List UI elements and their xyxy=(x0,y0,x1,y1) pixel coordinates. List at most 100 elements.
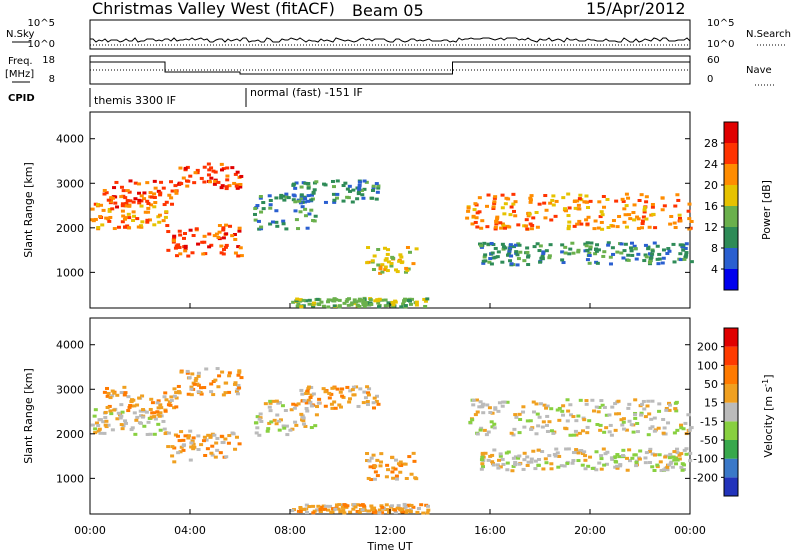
echo-cell xyxy=(213,378,218,382)
echo-cell xyxy=(525,246,530,250)
echo-cell xyxy=(490,251,495,255)
echo-cell xyxy=(225,178,230,182)
echo-cell xyxy=(407,509,412,513)
echo-cell xyxy=(140,415,145,419)
echo-cell xyxy=(259,210,264,214)
echo-cell xyxy=(207,168,212,172)
echo-cell xyxy=(583,454,588,458)
echo-cell xyxy=(501,224,506,228)
echo-cell xyxy=(224,223,229,227)
echo-cell xyxy=(268,203,273,207)
echo-cell xyxy=(176,243,181,247)
echo-cell xyxy=(426,504,431,508)
echo-cell xyxy=(121,214,126,218)
echo-cell xyxy=(386,301,391,305)
echo-cell xyxy=(649,417,654,421)
echo-cell xyxy=(148,191,153,195)
echo-cell xyxy=(621,417,626,421)
echo-cell xyxy=(626,253,631,257)
cpid-mode-2: normal (fast) -151 IF xyxy=(250,86,363,99)
echo-cell xyxy=(601,194,606,198)
freq-tick-bottom: 8 xyxy=(49,74,55,85)
echo-cell xyxy=(329,392,334,396)
echo-cell xyxy=(369,504,374,508)
echo-cell xyxy=(565,398,570,402)
echo-cell xyxy=(128,199,133,203)
echo-cell xyxy=(563,245,568,249)
nsky-tick-top: 10^5 xyxy=(28,18,55,29)
echo-cell xyxy=(305,389,310,393)
echo-cell xyxy=(172,406,177,410)
echo-cell xyxy=(541,250,546,254)
echo-cell xyxy=(599,454,604,458)
echo-cell xyxy=(227,434,232,438)
echo-cell xyxy=(142,424,147,428)
echo-cell xyxy=(110,196,115,200)
echo-cell xyxy=(671,242,676,246)
echo-cell xyxy=(126,395,131,399)
echo-cell xyxy=(376,301,381,305)
nsky-tick-bottom: 10^0 xyxy=(28,39,55,50)
echo-cell xyxy=(416,507,421,511)
echo-cell xyxy=(622,220,627,224)
echo-cell xyxy=(601,447,606,451)
echo-cell xyxy=(644,255,649,259)
echo-cell xyxy=(675,428,680,432)
echo-cell xyxy=(181,438,186,442)
echo-cell xyxy=(166,431,171,435)
echo-cell xyxy=(660,196,665,200)
freq-label-line2: [MHz] xyxy=(5,69,34,80)
colorbar-segment xyxy=(724,227,738,248)
echo-cell xyxy=(199,392,204,396)
echo-cell xyxy=(170,445,175,449)
echo-cell xyxy=(362,187,367,191)
echo-cell xyxy=(156,399,161,403)
echo-cell xyxy=(517,412,522,416)
echo-cell xyxy=(378,267,383,271)
echo-cell xyxy=(529,457,534,461)
echo-cell xyxy=(277,428,282,432)
echo-cell xyxy=(120,209,125,213)
echo-cell xyxy=(303,207,308,211)
echo-cell xyxy=(254,431,259,435)
echo-cell xyxy=(188,174,193,178)
echo-cell xyxy=(481,261,486,265)
echo-cell xyxy=(123,216,128,220)
echo-cell xyxy=(110,207,115,211)
echo-cell xyxy=(355,197,360,201)
echo-cell xyxy=(313,214,318,218)
echo-cell xyxy=(158,411,163,415)
echo-cell xyxy=(204,438,209,442)
colorbar-tick-label: 15 xyxy=(704,397,718,410)
date-label: 15/Apr/2012 xyxy=(586,0,686,18)
echo-cell xyxy=(277,419,282,423)
echo-cell xyxy=(298,298,303,302)
echo-cell xyxy=(509,205,514,209)
echo-cell xyxy=(284,227,289,231)
echo-cell xyxy=(496,409,501,413)
echo-cell xyxy=(162,203,167,207)
echo-cell xyxy=(361,303,366,307)
echo-cell xyxy=(202,180,207,184)
echo-cell xyxy=(301,422,306,426)
echo-cell xyxy=(652,416,657,420)
echo-cell xyxy=(674,409,679,413)
echo-cell xyxy=(530,223,535,227)
echo-cell xyxy=(342,511,347,515)
echo-cell xyxy=(110,389,115,393)
y-tick-label: 2000 xyxy=(56,222,84,235)
echo-cell xyxy=(103,416,108,420)
echo-cell xyxy=(399,508,404,512)
echo-cell xyxy=(650,399,655,403)
echo-cell xyxy=(223,391,228,395)
echo-cell xyxy=(317,303,322,307)
echo-cell xyxy=(144,410,149,414)
echo-cell xyxy=(357,183,362,187)
echo-cell xyxy=(582,200,587,204)
echo-cell xyxy=(143,210,148,214)
echo-cell xyxy=(173,246,178,250)
echo-cell xyxy=(293,200,298,204)
echo-cell xyxy=(479,244,484,248)
echo-cell xyxy=(615,464,620,468)
